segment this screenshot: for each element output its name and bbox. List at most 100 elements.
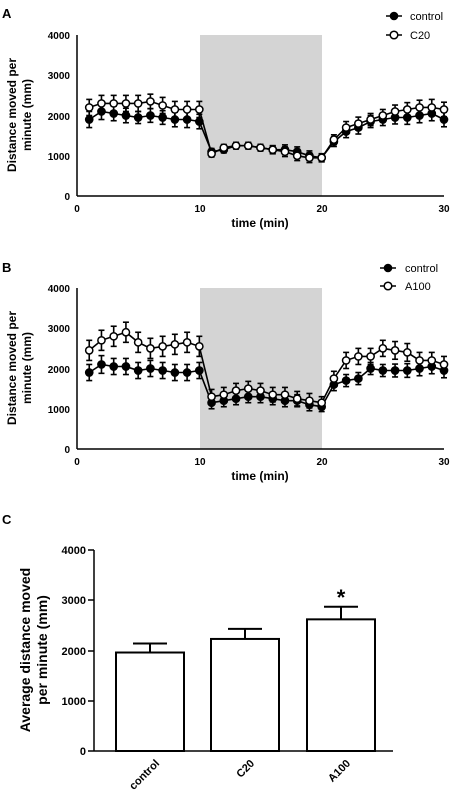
panel-a-y-tick-label: 0 (64, 192, 70, 203)
legend-filled-circle-marker (383, 263, 393, 273)
panel-b-filled-point (133, 366, 143, 375)
panel-a-open-point (158, 101, 167, 110)
panel-a-open-point (354, 119, 363, 128)
panel-b-open-point (231, 386, 241, 395)
panel-b: B 0 1000 2000 3000 4000 0 10 20 30 time … (2, 260, 450, 483)
panel-b-open-point (378, 344, 388, 353)
panel-a-open-point (280, 147, 290, 157)
panel-a-open-point (243, 141, 253, 151)
panel-a-y-axis-title: Distance moved per (5, 58, 19, 172)
panel-c-y-ticks: 0 1000 2000 3000 4000 (62, 545, 94, 758)
panel-c-y-tick-label: 1000 (62, 696, 86, 708)
panel-a-x-tick-label: 20 (316, 204, 328, 215)
panel-a-y-tick-label: 1000 (48, 152, 71, 163)
panel-a-filled-point (121, 111, 131, 120)
panel-a-filled-point (158, 113, 167, 122)
panel-c-bar (306, 618, 376, 752)
panel-b-y-tick-label: 0 (64, 445, 70, 456)
panel-a-open-point (182, 105, 192, 114)
panel-a-open-point (427, 103, 437, 112)
panel-c-x-tick-label: control (127, 758, 162, 793)
panel-b-axes (76, 288, 444, 450)
panel-b-open-point (219, 390, 229, 400)
panel-a-x-axis-title: time (min) (231, 216, 288, 230)
panel-b-x-axis-title: time (min) (231, 469, 288, 483)
panel-a-legend: control C20 (386, 11, 443, 42)
legend-filled-circle-marker (389, 11, 399, 21)
panel-a-open-point (97, 99, 106, 108)
panel-b-open-point (133, 337, 143, 347)
panel-b-shaded-region (200, 288, 322, 449)
panel-a-open-point (133, 99, 143, 108)
panel-c-significance-star: * (337, 585, 346, 610)
panel-a-open-point (366, 115, 375, 124)
panel-b-open-point (292, 394, 302, 404)
panel-c-x-ticks: control C20 A100 (127, 758, 353, 793)
panel-b-open-point (427, 356, 437, 365)
panel-b-filled-point (109, 362, 119, 371)
panel-a-open-point (84, 103, 94, 112)
panel-a-open-point (268, 145, 278, 155)
panel-a-open-point (329, 135, 339, 144)
panel-b-x-tick-label: 20 (316, 457, 328, 468)
panel-a-data (84, 93, 449, 164)
panel-b-filled-point (402, 366, 412, 375)
panel-b-filled-point (97, 360, 106, 369)
panel-a-open-point (121, 99, 131, 108)
panel-b-filled-point (121, 362, 131, 371)
panel-b-open-point (109, 331, 119, 341)
panel-b-open-point (170, 340, 180, 349)
panel-c-x-tick-label: C20 (234, 758, 257, 781)
panel-c-x-tick-label: A100 (326, 758, 353, 785)
panel-a-filled-point (146, 111, 155, 120)
panel-c-bar (210, 637, 280, 753)
panel-a-shaded-region (200, 35, 322, 196)
panel-b-x-tick-label: 0 (74, 457, 80, 468)
panel-b-open-point (439, 360, 449, 369)
panel-a-x-ticks: 0 10 20 30 (74, 204, 450, 215)
panel-c-y-tick-label: 2000 (62, 646, 86, 658)
panel-b-filled-point (194, 366, 204, 375)
panel-a-y-tick-label: 3000 (48, 71, 71, 82)
panel-a: A 0 1000 2000 3000 4000 0 10 20 30 time … (2, 6, 450, 230)
panel-b-open-point (341, 356, 351, 365)
panel-a-open-point (170, 105, 180, 114)
panel-a-axes (76, 35, 444, 197)
panel-a-open-point (341, 123, 351, 132)
panel-a-x-tick-label: 10 (194, 204, 206, 215)
panel-a-open-point (305, 153, 314, 163)
panel-b-letter: B (2, 260, 11, 275)
panel-a-legend-label: control (410, 11, 443, 23)
panel-a-y-ticks: 0 1000 2000 3000 4000 (48, 31, 71, 203)
panel-b-y-axis-title: Distance moved per (5, 311, 19, 425)
panel-b-open-point (146, 344, 155, 353)
legend-open-circle-marker (389, 30, 399, 40)
panel-a-filled-point (84, 115, 94, 124)
panel-b-open-point (256, 386, 265, 395)
panel-b-open-point (121, 327, 131, 337)
panel-b-y-tick-label: 2000 (48, 365, 71, 376)
panel-b-open-point (415, 356, 424, 365)
panel-a-letter: A (2, 6, 12, 21)
panel-c-y-axis-title: Average distance moved (17, 568, 33, 732)
panel-b-y-tick-label: 4000 (48, 284, 71, 295)
panel-a-y-axis-title: minute (mm) (20, 79, 34, 151)
panel-c-bars: * (115, 585, 376, 753)
panel-b-filled-point (170, 368, 180, 377)
panel-b-filled-point (354, 374, 363, 383)
panel-b-x-tick-label: 30 (438, 457, 450, 468)
panel-b-open-point (317, 398, 327, 408)
panel-b-open-point (158, 342, 167, 351)
panel-b-x-tick-label: 10 (194, 457, 206, 468)
panel-a-open-point (292, 151, 302, 161)
panel-c-letter: C (2, 512, 12, 527)
panel-b-open-point (305, 396, 314, 406)
panel-b-open-point (194, 342, 204, 351)
panel-c-y-axis-title: per minute (mm) (34, 595, 50, 705)
panel-b-open-point (182, 337, 192, 347)
panel-a-x-tick-label: 0 (74, 204, 80, 215)
panel-b-open-point (268, 390, 278, 400)
panel-a-open-point (231, 141, 241, 151)
panel-b-filled-point (84, 368, 94, 377)
